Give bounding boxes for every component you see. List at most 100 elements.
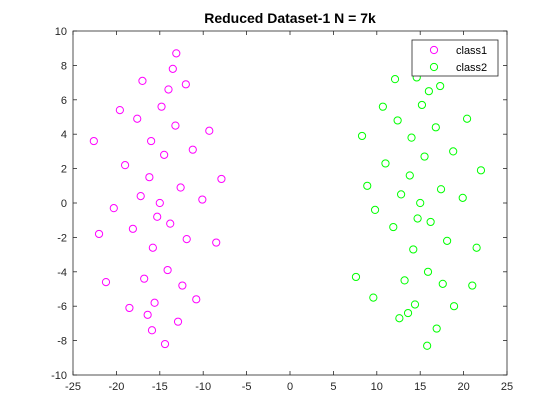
- data-point-class2: [351, 272, 361, 282]
- data-point-class1: [176, 183, 185, 192]
- data-point-class2: [462, 114, 472, 123]
- legend-label-class1: class1: [456, 45, 487, 57]
- data-point-class2: [426, 217, 435, 227]
- data-point-class1: [205, 126, 214, 135]
- data-point-class2: [400, 276, 409, 285]
- data-point-class1: [136, 192, 145, 201]
- data-point-class1: [160, 339, 170, 349]
- legend: class1 class2: [411, 39, 499, 77]
- x-tick-label: -5: [242, 381, 252, 393]
- x-tick-label: -10: [195, 381, 211, 393]
- data-point-class1: [160, 150, 169, 159]
- y-axis-ticks: -10 -8 -6 -4 -2 0 2 4 6 8 10: [51, 26, 507, 382]
- y-tick-label: 10: [55, 26, 67, 38]
- data-point-class2: [416, 198, 425, 208]
- data-point-class2: [409, 245, 418, 254]
- data-point-class2: [449, 302, 459, 311]
- data-point-class1: [133, 114, 142, 123]
- data-point-class2: [390, 75, 400, 84]
- data-point-class2: [363, 181, 372, 190]
- data-point-class1: [181, 80, 190, 89]
- data-point-class1: [217, 174, 226, 184]
- data-point-class1: [188, 145, 197, 154]
- data-point-class1: [115, 106, 124, 115]
- data-point-class1: [147, 136, 156, 146]
- data-point-class2: [357, 131, 367, 141]
- legend-label-class2: class2: [456, 62, 487, 74]
- x-tick-label: 15: [414, 381, 426, 393]
- y-tick-label: -10: [51, 370, 67, 382]
- data-point-class1: [148, 243, 157, 252]
- data-point-class2: [472, 243, 481, 252]
- data-point-class2: [431, 123, 440, 132]
- legend-marker-class2: [429, 62, 439, 72]
- data-point-class2: [395, 314, 404, 323]
- data-point-class2: [417, 100, 427, 110]
- data-point-class1: [178, 281, 187, 290]
- y-tick-label: -2: [57, 232, 67, 244]
- data-point-class2: [449, 147, 458, 156]
- data-point-class2: [370, 205, 380, 214]
- data-point-class1: [212, 238, 221, 247]
- series-class1: [89, 49, 226, 349]
- data-point-class1: [138, 76, 147, 85]
- data-point-class1: [173, 317, 183, 326]
- data-point-class1: [125, 303, 134, 313]
- data-point-class2: [476, 166, 486, 175]
- data-point-class2: [423, 267, 433, 276]
- data-point-class2: [378, 102, 387, 111]
- legend-box: [411, 39, 499, 77]
- data-point-class2: [443, 236, 452, 245]
- data-point-class1: [163, 265, 172, 275]
- data-point-class1: [172, 49, 181, 58]
- data-point-class1: [128, 224, 137, 233]
- data-point-class2: [389, 222, 398, 232]
- data-point-class1: [192, 295, 201, 304]
- data-point-class1: [168, 64, 177, 73]
- data-point-class1: [150, 298, 159, 307]
- y-tick-label: 2: [61, 164, 67, 176]
- data-point-class2: [420, 152, 429, 161]
- data-point-class1: [171, 121, 180, 130]
- y-tick-label: -6: [57, 301, 67, 313]
- x-tick-label: -25: [65, 381, 81, 393]
- data-point-class2: [381, 159, 390, 168]
- data-point-class2: [405, 171, 414, 180]
- data-point-class2: [436, 81, 445, 91]
- data-point-class2: [468, 281, 477, 290]
- x-tick-label: -20: [108, 381, 124, 393]
- chart-title: Reduced Dataset-1 N = 7k: [204, 10, 376, 26]
- y-tick-label: 8: [61, 60, 67, 72]
- data-point-class2: [393, 116, 402, 125]
- x-tick-label: 25: [501, 381, 513, 393]
- data-point-class1: [145, 173, 154, 182]
- data-point-class1: [155, 198, 164, 208]
- data-point-class1: [157, 102, 166, 111]
- data-point-class1: [153, 212, 162, 221]
- data-point-class2: [423, 341, 432, 350]
- data-point-class1: [94, 229, 104, 239]
- data-point-class1: [198, 195, 207, 204]
- data-point-class1: [164, 85, 173, 94]
- data-point-class2: [407, 133, 416, 142]
- x-tick-label: -15: [152, 381, 168, 393]
- series-class2: [351, 73, 486, 350]
- x-tick-label: 0: [287, 381, 293, 393]
- y-tick-label: -4: [57, 267, 67, 279]
- data-point-class2: [410, 300, 420, 309]
- data-point-class2: [438, 279, 447, 288]
- data-point-class1: [140, 274, 149, 283]
- y-tick-label: 6: [61, 95, 67, 107]
- data-point-class2: [458, 193, 467, 202]
- y-tick-label: -8: [57, 336, 67, 348]
- data-point-class1: [166, 219, 175, 228]
- x-tick-label: 20: [457, 381, 469, 393]
- data-point-class1: [89, 136, 98, 146]
- x-tick-label: 5: [330, 381, 336, 393]
- data-point-class2: [369, 293, 378, 302]
- data-point-class1: [101, 278, 111, 287]
- data-points: [89, 49, 486, 350]
- y-tick-label: 0: [61, 198, 67, 210]
- y-tick-label: 4: [61, 129, 67, 141]
